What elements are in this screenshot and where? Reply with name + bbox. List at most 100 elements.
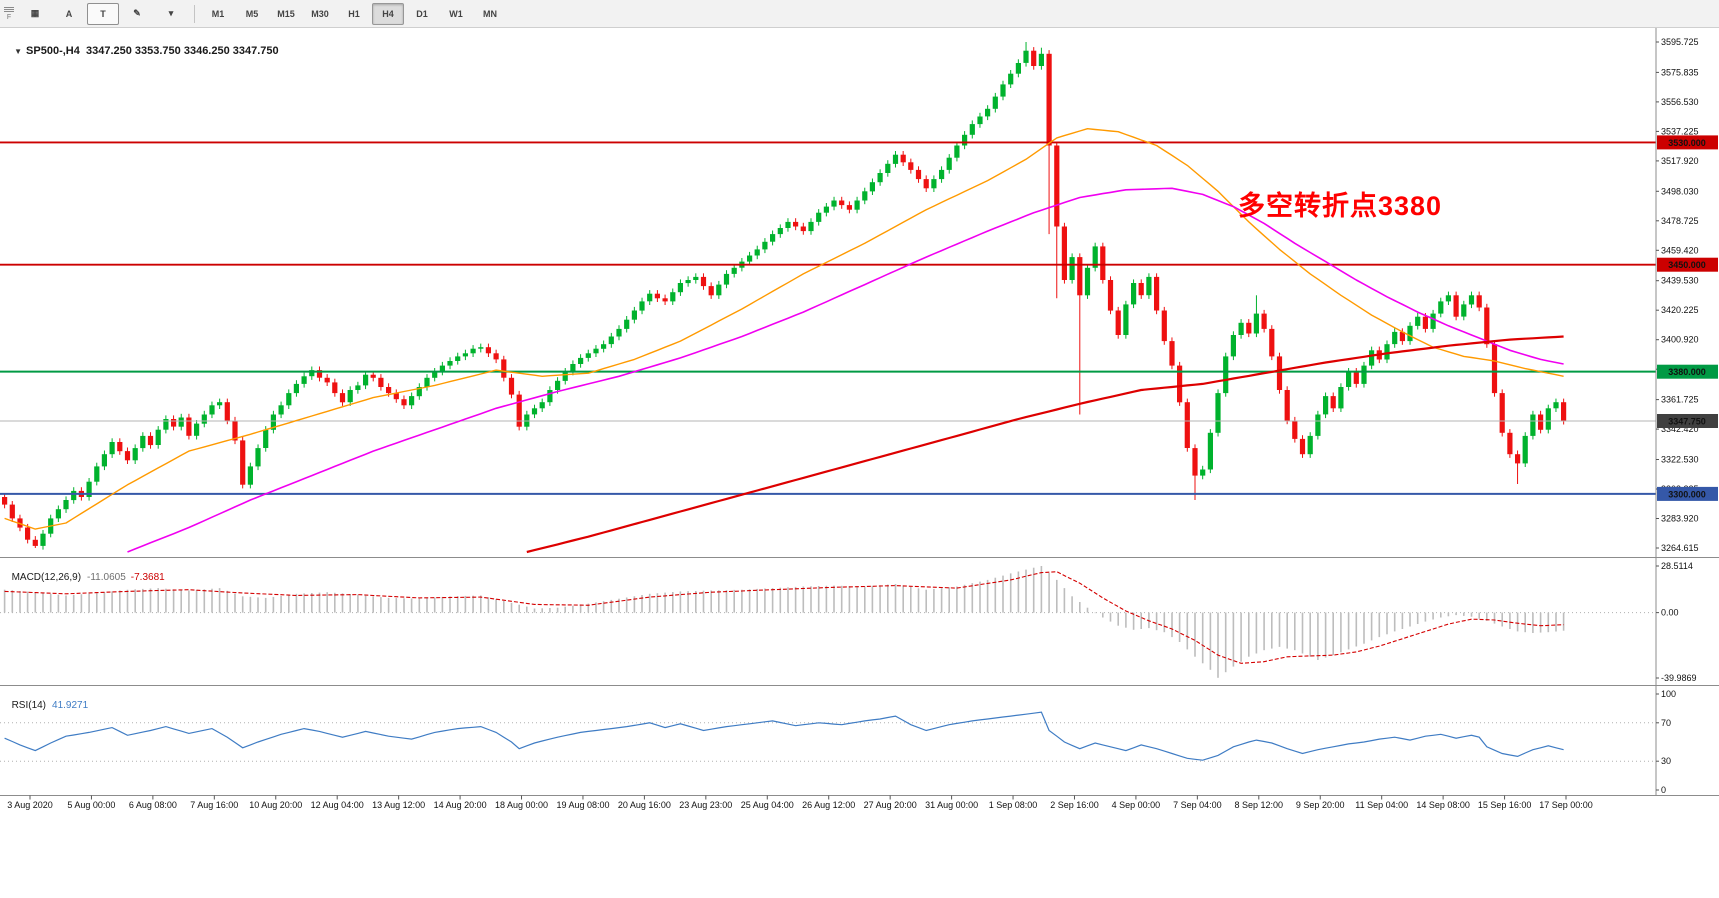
macd-histogram-bar bbox=[1363, 612, 1365, 644]
macd-histogram-bar bbox=[933, 588, 935, 613]
macd-histogram-bar bbox=[672, 592, 674, 613]
macd-histogram-bar bbox=[679, 591, 682, 613]
toolbar-grip[interactable]: F bbox=[0, 1, 18, 27]
time-axis-label: 2 Sep 16:00 bbox=[1050, 800, 1099, 810]
timeframe-m30-button[interactable]: M30 bbox=[311, 8, 329, 19]
macd-histogram-bar bbox=[756, 588, 758, 613]
macd-histogram-bar bbox=[410, 598, 413, 613]
macd-histogram-bar bbox=[211, 588, 213, 613]
macd-histogram-bar bbox=[364, 595, 367, 613]
macd-histogram-bar bbox=[1486, 612, 1488, 621]
macd-histogram-bar bbox=[533, 608, 536, 613]
price-badge: 3380.000 bbox=[1657, 364, 1718, 379]
text-tool-button[interactable]: T bbox=[87, 2, 119, 25]
macd-panel[interactable] bbox=[0, 566, 1656, 678]
rsi-value: 41.9271 bbox=[52, 700, 89, 711]
macd-histogram-bar bbox=[1355, 612, 1358, 647]
macd-histogram-bar bbox=[426, 598, 428, 613]
cursor-a-button[interactable]: A bbox=[65, 8, 73, 19]
macd-histogram-bar bbox=[1309, 612, 1311, 657]
rsi-panel[interactable] bbox=[0, 711, 1656, 762]
macd-histogram-bar bbox=[810, 586, 812, 613]
macd-histogram-bar bbox=[1240, 612, 1242, 662]
macd-histogram-bar bbox=[541, 608, 543, 613]
macd-histogram-bar bbox=[3, 589, 6, 613]
moving-average-lines[interactable] bbox=[4, 127, 1564, 554]
macd-histogram-bar bbox=[994, 577, 997, 613]
macd-histogram-bar bbox=[103, 592, 106, 613]
price-axis-label: 3264.615 bbox=[1661, 543, 1699, 553]
macd-histogram-bar bbox=[1547, 612, 1550, 633]
macd-histogram-bar bbox=[787, 587, 789, 613]
macd-histogram-bar bbox=[80, 594, 83, 613]
timeframe-d1-button[interactable]: D1 bbox=[416, 8, 428, 19]
timeframe-mn-button[interactable]: MN bbox=[483, 8, 497, 19]
macd-histogram-bar bbox=[833, 585, 835, 613]
candles-layer[interactable] bbox=[2, 42, 1567, 550]
macd-histogram-bar bbox=[963, 584, 966, 613]
macd-histogram-bar bbox=[1286, 612, 1288, 649]
timeframe-m15-button[interactable]: M15 bbox=[277, 8, 295, 19]
macd-histogram-bar bbox=[318, 592, 321, 613]
macd-histogram-bar bbox=[57, 594, 60, 613]
price-annotation-text[interactable]: 多空转折点3380 bbox=[1238, 191, 1443, 221]
ma-fast-line bbox=[4, 127, 1564, 530]
macd-histogram-bar bbox=[602, 601, 605, 613]
timeframe-h1-button[interactable]: H1 bbox=[348, 8, 360, 19]
macd-histogram-bar bbox=[702, 590, 705, 613]
macd-histogram-bar bbox=[979, 581, 981, 613]
macd-histogram-bar bbox=[449, 596, 451, 613]
macd-histogram-bar bbox=[1332, 612, 1334, 656]
collapse-triangle-icon[interactable]: ▼ bbox=[14, 47, 23, 56]
macd-histogram-bar bbox=[1263, 612, 1265, 651]
time-axis[interactable]: 3 Aug 2020 5 Aug 00:00 6 Aug 08:00 7 Aug 16… bbox=[7, 795, 1593, 811]
macd-histogram-bar bbox=[1347, 612, 1350, 650]
timeframe-group: M1 M5 M15 M30 H1 H4 D1 W1 MN bbox=[201, 2, 507, 25]
time-axis-label: 1 Sep 08:00 bbox=[989, 800, 1038, 810]
macd-histogram-bar bbox=[1393, 612, 1396, 632]
macd-histogram-bar bbox=[518, 604, 520, 613]
macd-histogram-bar bbox=[34, 592, 37, 613]
draw-tool-button[interactable]: ✎ bbox=[133, 8, 141, 18]
price-axis-label: 3498.030 bbox=[1661, 186, 1699, 196]
macd-histogram-bar bbox=[1324, 612, 1327, 658]
time-axis-label: 20 Aug 16:00 bbox=[618, 800, 671, 810]
macd-histogram-bar bbox=[195, 589, 198, 613]
macd-histogram-bar bbox=[249, 596, 252, 613]
macd-histogram-bar bbox=[165, 588, 167, 613]
svg-text:3380.000: 3380.000 bbox=[1668, 367, 1706, 377]
time-axis-label: 7 Sep 04:00 bbox=[1173, 800, 1222, 810]
ma-medium-line bbox=[127, 187, 1564, 553]
draw-dropdown-button[interactable]: ▾ bbox=[168, 8, 174, 18]
macd-histogram-bar bbox=[1317, 612, 1319, 660]
macd-histogram-bar bbox=[1440, 612, 1442, 618]
macd-histogram-bar bbox=[1032, 567, 1035, 613]
price-axis[interactable]: 3595.725 3575.835 3556.530 3537.225 3517.920… bbox=[1655, 28, 1718, 796]
macd-histogram-bar bbox=[1555, 612, 1557, 632]
timeframe-m1-button[interactable]: M1 bbox=[211, 8, 225, 19]
timeframe-w1-button[interactable]: W1 bbox=[449, 8, 463, 19]
charts-grid-button[interactable]: ▦ bbox=[30, 8, 40, 18]
macd-histogram-bar bbox=[1048, 573, 1050, 613]
macd-histogram-bar bbox=[1125, 612, 1127, 628]
macd-histogram-bar bbox=[595, 602, 597, 613]
macd-histogram-bar bbox=[894, 584, 897, 613]
timeframe-m5-button[interactable]: M5 bbox=[245, 8, 259, 19]
macd-name: MACD(12,26,9) bbox=[11, 572, 82, 583]
svg-text:3300.000: 3300.000 bbox=[1668, 489, 1706, 499]
macd-histogram-bar bbox=[226, 590, 229, 613]
level-lines[interactable] bbox=[0, 141, 1656, 495]
top-toolbar: F ▦ A T ✎ ▾ M1 M5 M15 M30 H1 H4 D1 W1 MN bbox=[0, 0, 1719, 28]
macd-histogram-bar bbox=[203, 589, 206, 613]
macd-histogram-bar bbox=[1378, 612, 1381, 638]
macd-histogram-bar bbox=[618, 598, 620, 613]
macd-histogram-bar bbox=[456, 596, 459, 613]
macd-histogram-bar bbox=[126, 589, 129, 613]
macd-histogram-bar bbox=[334, 592, 336, 613]
timeframe-h4-button[interactable]: H4 bbox=[372, 2, 404, 25]
macd-histogram-bar bbox=[311, 593, 313, 613]
macd-histogram-bar bbox=[403, 598, 405, 613]
macd-histogram-bar bbox=[218, 588, 221, 613]
macd-histogram-bar bbox=[372, 596, 374, 613]
